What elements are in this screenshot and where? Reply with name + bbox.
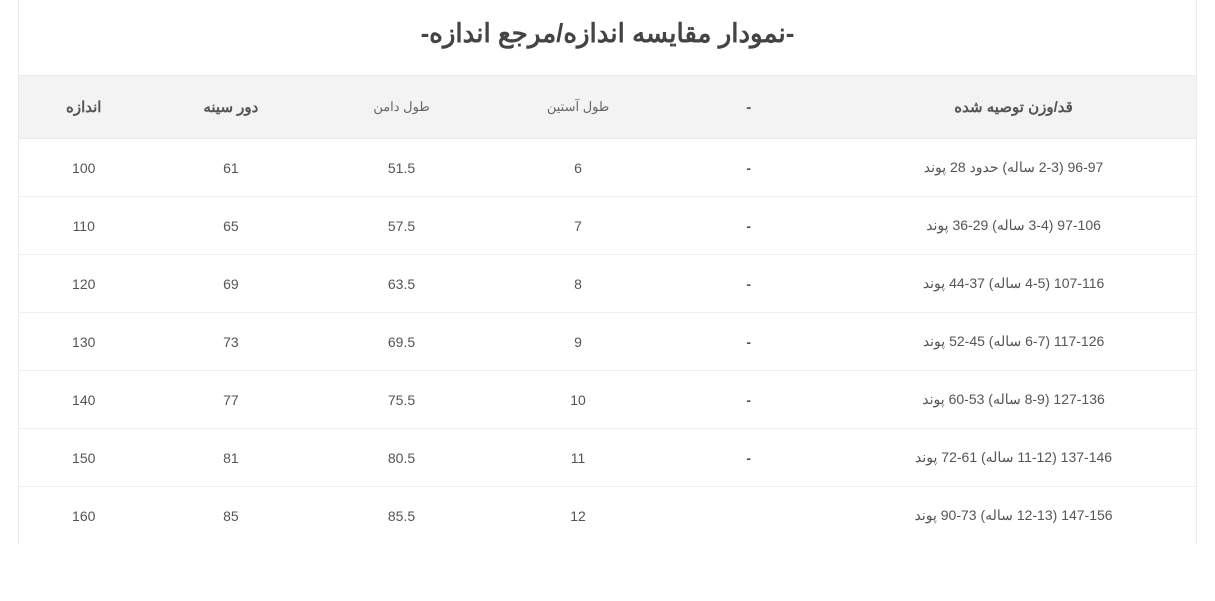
cell-rec: 127-136 (8-9 ساله) 53-60 پوند: [831, 371, 1196, 429]
cell-dash: -: [666, 313, 831, 371]
cell-bust: 81: [148, 429, 313, 487]
cell-bust: 85: [148, 487, 313, 545]
size-chart-panel: -نمودار مقایسه اندازه/مرجع اندازه- انداز…: [18, 0, 1197, 544]
col-header-skirt: طول دامن: [313, 76, 490, 139]
table-row: 1608585.512 147-156 (12-13 ساله) 73-90 پو…: [19, 487, 1196, 545]
cell-skirt: 57.5: [313, 197, 490, 255]
cell-skirt: 85.5: [313, 487, 490, 545]
table-row: 1006151.56-96-97 (2-3 ساله) حدود 28 پوند: [19, 139, 1196, 197]
cell-bust: 77: [148, 371, 313, 429]
cell-sleeve: 6: [490, 139, 667, 197]
header-row: اندازه دور سینه طول دامن طول آستین - قد/…: [19, 76, 1196, 139]
cell-dash: -: [666, 255, 831, 313]
cell-skirt: 75.5: [313, 371, 490, 429]
col-header-bust: دور سینه: [148, 76, 313, 139]
cell-bust: 61: [148, 139, 313, 197]
col-header-dash: -: [666, 76, 831, 139]
cell-rec: 107-116 (4-5 ساله) 37-44 پوند: [831, 255, 1196, 313]
size-chart-table: اندازه دور سینه طول دامن طول آستین - قد/…: [19, 75, 1196, 544]
table-row: 1407775.510-127-136 (8-9 ساله) 53-60 پون…: [19, 371, 1196, 429]
cell-sleeve: 7: [490, 197, 667, 255]
cell-skirt: 80.5: [313, 429, 490, 487]
cell-size: 140: [19, 371, 148, 429]
table-row: 1307369.59-117-126 (6-7 ساله) 45-52 پوند: [19, 313, 1196, 371]
cell-size: 130: [19, 313, 148, 371]
table-row: 1508180.511-137-146 (11-12 ساله) 61-72 پ…: [19, 429, 1196, 487]
table-row: 1206963.58-107-116 (4-5 ساله) 37-44 پوند: [19, 255, 1196, 313]
cell-size: 150: [19, 429, 148, 487]
cell-dash: -: [666, 197, 831, 255]
cell-skirt: 69.5: [313, 313, 490, 371]
cell-dash: -: [666, 429, 831, 487]
cell-sleeve: 10: [490, 371, 667, 429]
col-header-sleeve: طول آستین: [490, 76, 667, 139]
cell-dash: -: [666, 371, 831, 429]
cell-size: 100: [19, 139, 148, 197]
cell-sleeve: 12: [490, 487, 667, 545]
cell-size: 110: [19, 197, 148, 255]
cell-skirt: 51.5: [313, 139, 490, 197]
table-row: 1106557.57-97-106 (3-4 ساله) 29-36 پوند: [19, 197, 1196, 255]
cell-bust: 65: [148, 197, 313, 255]
cell-rec: 96-97 (2-3 ساله) حدود 28 پوند: [831, 139, 1196, 197]
cell-sleeve: 8: [490, 255, 667, 313]
cell-sleeve: 9: [490, 313, 667, 371]
cell-dash: [666, 487, 831, 545]
col-header-size: اندازه: [19, 76, 148, 139]
col-header-rec: قد/وزن توصیه شده: [831, 76, 1196, 139]
cell-rec: 137-146 (11-12 ساله) 61-72 پوند: [831, 429, 1196, 487]
cell-bust: 73: [148, 313, 313, 371]
cell-rec: 117-126 (6-7 ساله) 45-52 پوند: [831, 313, 1196, 371]
cell-rec: 97-106 (3-4 ساله) 29-36 پوند: [831, 197, 1196, 255]
cell-skirt: 63.5: [313, 255, 490, 313]
cell-size: 160: [19, 487, 148, 545]
cell-dash: -: [666, 139, 831, 197]
chart-title: -نمودار مقایسه اندازه/مرجع اندازه-: [19, 0, 1196, 75]
cell-size: 120: [19, 255, 148, 313]
cell-rec: 147-156 (12-13 ساله) 73-90 پوند: [831, 487, 1196, 545]
cell-bust: 69: [148, 255, 313, 313]
cell-sleeve: 11: [490, 429, 667, 487]
